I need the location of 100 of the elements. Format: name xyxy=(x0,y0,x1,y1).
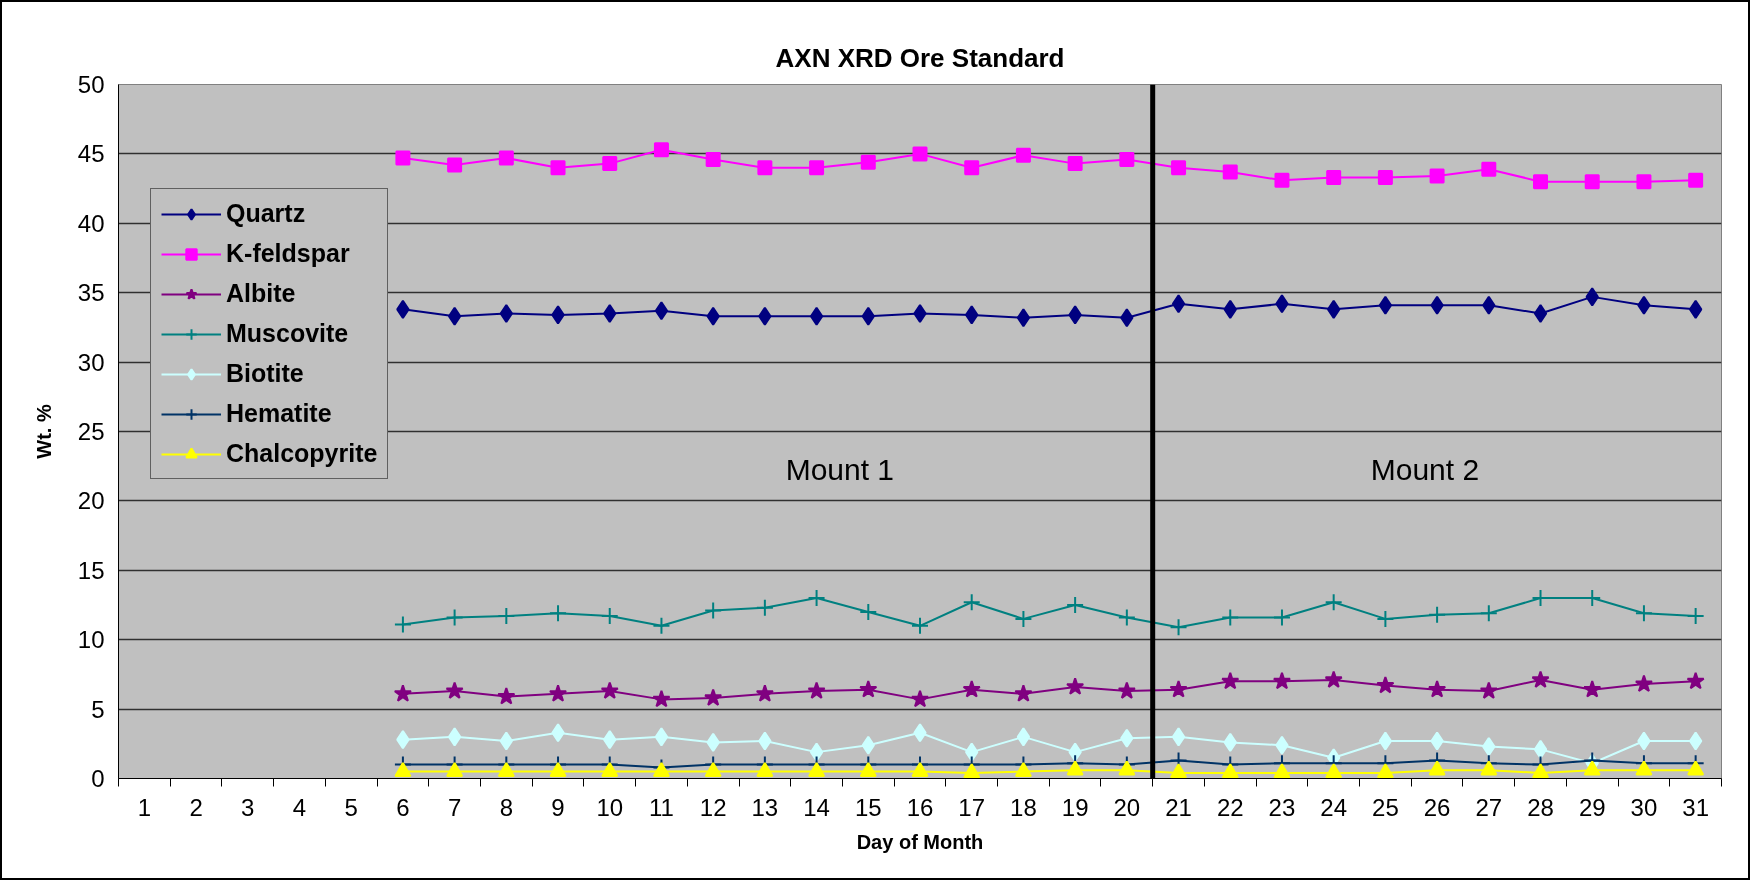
point xyxy=(1221,608,1240,627)
y-tick-label: 25 xyxy=(77,418,105,445)
x-tick-label: 8 xyxy=(499,793,514,821)
point xyxy=(809,742,824,762)
point xyxy=(1376,609,1395,628)
point xyxy=(809,160,825,176)
point xyxy=(1686,671,1705,690)
x-tick-label: 13 xyxy=(751,793,779,821)
point xyxy=(1377,170,1393,185)
point xyxy=(1634,674,1654,692)
point xyxy=(757,160,773,176)
point xyxy=(1274,172,1290,188)
point xyxy=(551,723,565,743)
point xyxy=(1583,680,1602,698)
annotation: Mount 1 xyxy=(785,453,895,487)
point xyxy=(1482,737,1496,757)
point xyxy=(1222,164,1238,180)
point xyxy=(498,150,514,166)
point xyxy=(653,142,669,158)
y-tick-label: 20 xyxy=(77,487,105,515)
x-tick-label: 27 xyxy=(1475,793,1503,821)
point xyxy=(1171,294,1186,314)
point xyxy=(1376,676,1395,694)
point xyxy=(860,154,876,170)
point xyxy=(859,680,878,698)
x-axis-title: Day of Month xyxy=(856,830,984,853)
point xyxy=(1533,174,1549,190)
point xyxy=(652,689,671,708)
y-tick-label: 50 xyxy=(77,71,105,98)
point xyxy=(497,687,516,705)
point xyxy=(1533,739,1548,759)
point xyxy=(1480,760,1498,776)
point xyxy=(1223,299,1237,319)
point xyxy=(1688,299,1703,319)
point xyxy=(1066,760,1084,776)
point xyxy=(1119,151,1135,167)
point xyxy=(1430,731,1444,751)
point xyxy=(913,723,927,743)
point xyxy=(758,306,772,326)
point xyxy=(548,684,568,702)
point xyxy=(1068,742,1082,762)
point xyxy=(1221,671,1240,690)
point xyxy=(1585,287,1599,307)
point xyxy=(1533,304,1548,324)
point xyxy=(807,589,826,608)
x-tick-label: 20 xyxy=(1113,793,1141,821)
x-tick-label: 12 xyxy=(699,793,727,821)
y-tick-label: 40 xyxy=(77,209,105,237)
point xyxy=(1378,731,1393,751)
point xyxy=(1014,684,1033,702)
x-tick-label: 6 xyxy=(396,793,410,821)
x-tick-label: 31 xyxy=(1682,793,1709,821)
y-tick-label: 5 xyxy=(91,695,105,723)
point xyxy=(1532,763,1550,779)
legend-label: K-feldspar xyxy=(226,239,350,268)
point xyxy=(964,160,980,176)
x-tick-label: 30 xyxy=(1630,793,1658,821)
point xyxy=(396,730,410,750)
point xyxy=(1117,608,1136,627)
point xyxy=(1687,760,1705,776)
x-tick-label: 3 xyxy=(241,793,255,821)
x-tick-label: 4 xyxy=(292,793,307,821)
point xyxy=(1531,670,1550,688)
x-tick-label: 11 xyxy=(648,793,674,821)
point xyxy=(758,731,772,751)
point xyxy=(1016,727,1031,747)
x-tick-label: 10 xyxy=(596,793,624,821)
point xyxy=(393,684,412,702)
legend-label: Chalcopyrite xyxy=(226,439,378,468)
point xyxy=(965,742,979,762)
y-tick-label: 0 xyxy=(91,765,105,792)
point xyxy=(1221,763,1239,779)
point xyxy=(1223,732,1237,752)
point xyxy=(396,299,410,319)
point xyxy=(654,727,669,747)
point xyxy=(861,306,875,326)
x-tick-label: 25 xyxy=(1372,793,1399,821)
point xyxy=(1376,763,1394,779)
point xyxy=(1583,760,1601,776)
point xyxy=(652,616,671,635)
x-tick-label: 1 xyxy=(137,793,152,821)
legend-label: Quartz xyxy=(226,199,306,228)
point xyxy=(603,730,617,750)
point xyxy=(1636,174,1652,190)
x-tick-label: 16 xyxy=(906,793,934,821)
point xyxy=(1688,172,1704,188)
point xyxy=(1275,735,1289,755)
point xyxy=(706,732,720,752)
point xyxy=(1275,294,1289,314)
point xyxy=(1324,670,1343,688)
y-tick-label: 35 xyxy=(77,279,105,307)
point xyxy=(603,304,617,324)
point xyxy=(1170,763,1188,779)
point xyxy=(1482,295,1496,315)
x-tick-label: 18 xyxy=(1010,793,1037,821)
point xyxy=(654,301,669,321)
point xyxy=(549,604,568,623)
point xyxy=(497,607,516,626)
point xyxy=(1481,161,1497,177)
point xyxy=(447,727,462,747)
